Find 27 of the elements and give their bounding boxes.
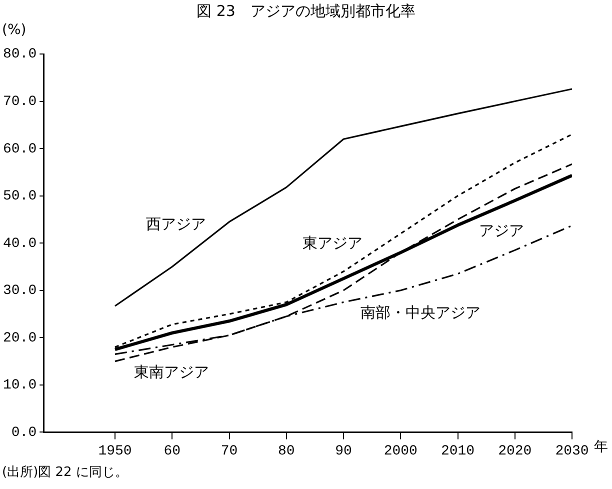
x-tick-label: 60 (164, 443, 181, 460)
x-tick-label: 80 (278, 443, 295, 460)
y-tick-label: 40.0 (2, 236, 37, 252)
y-tick-label: 80.0 (2, 46, 37, 63)
y-tick-label: 0.0 (11, 424, 37, 441)
series-label: 南部・中央アジア (360, 303, 480, 322)
series-label: 東南アジア (134, 362, 210, 381)
chart-title: 図 23 アジアの地域別都市化率 (196, 2, 416, 21)
x-tick-label: 2020 (498, 443, 532, 460)
series-label: 東アジア (302, 234, 362, 252)
y-axis-title: (%) (2, 22, 26, 38)
y-tick-label: 50.0 (2, 188, 37, 205)
x-tick-label: 1950 (98, 443, 132, 460)
text: (出所)図 22 に同じ。 (2, 464, 128, 481)
x-tick-label: 2030 (555, 443, 589, 460)
y-tick-label: 20.0 (2, 330, 37, 346)
y-tick-label: 30.0 (2, 283, 37, 300)
x-tick-label: 90 (335, 443, 352, 460)
x-tick-label: 70 (220, 443, 238, 460)
y-tick-label: 70.0 (2, 94, 37, 110)
x-tick-label: 2010 (440, 443, 475, 460)
x-tick-label: 2000 (384, 443, 418, 460)
y-tick-label: 60.0 (2, 141, 37, 158)
x-axis-title: 年 (594, 438, 608, 456)
series-label: アジア (478, 222, 524, 240)
series-label: 西アジア (146, 215, 206, 234)
y-tick-label: 10.0 (2, 378, 37, 394)
